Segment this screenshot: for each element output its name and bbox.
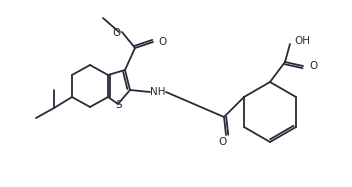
Text: O: O bbox=[218, 137, 226, 147]
Text: O: O bbox=[113, 28, 121, 38]
Text: OH: OH bbox=[294, 36, 310, 46]
Text: S: S bbox=[116, 100, 122, 110]
Text: NH: NH bbox=[150, 87, 166, 97]
Text: O: O bbox=[309, 61, 317, 71]
Text: O: O bbox=[158, 37, 166, 47]
